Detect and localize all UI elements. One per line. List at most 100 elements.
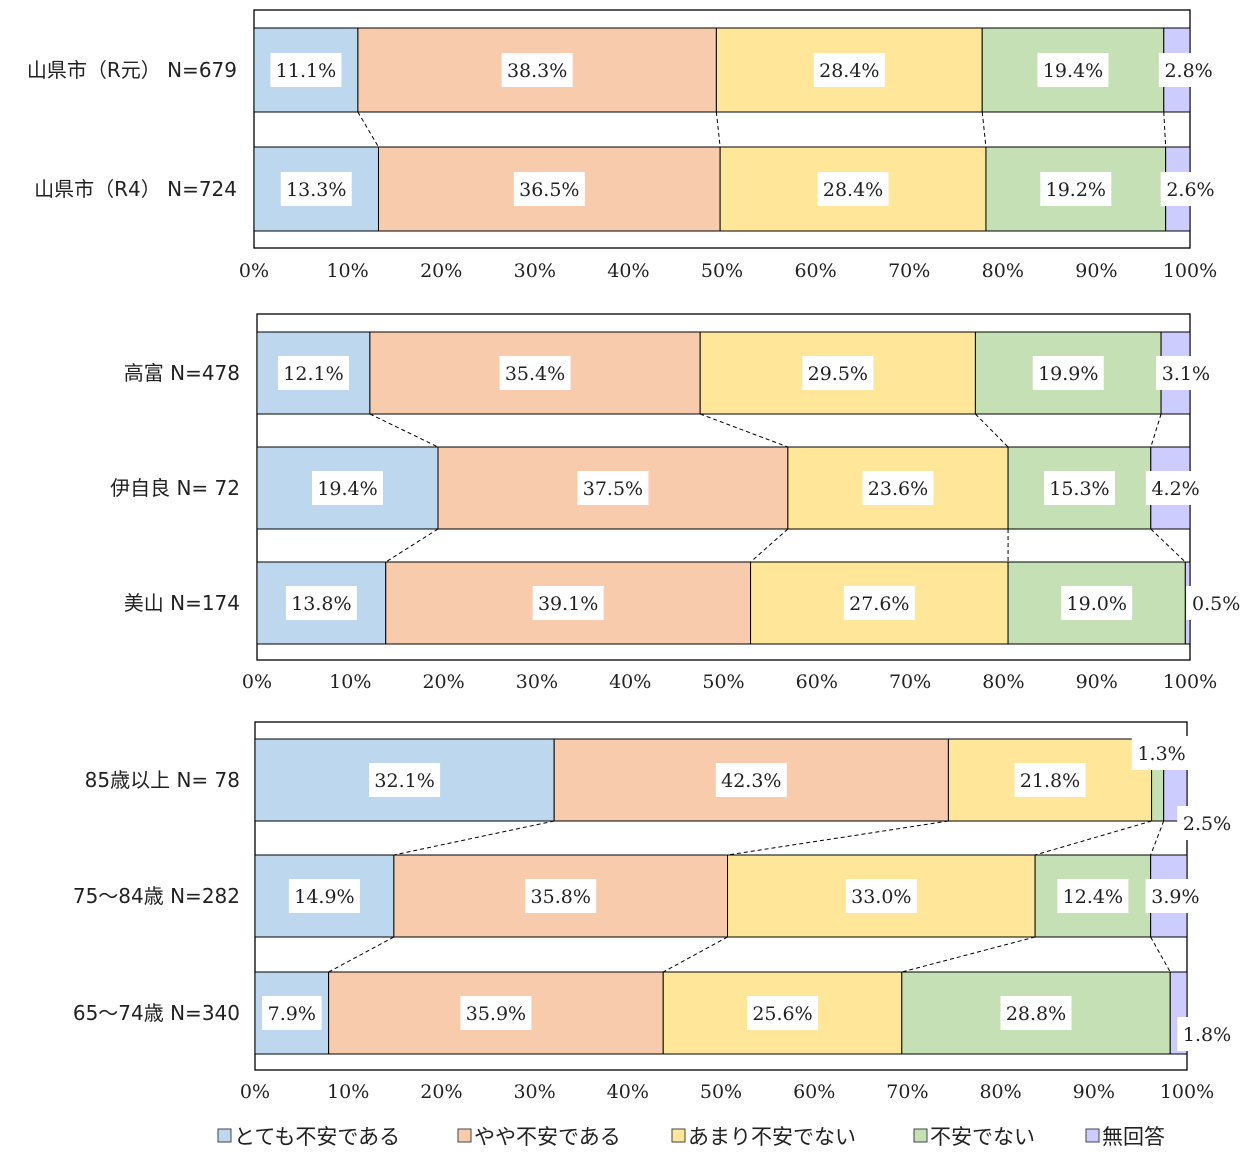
data-label: 28.4% [823, 179, 883, 201]
data-label-box [513, 172, 585, 206]
data-label: 12.1% [283, 363, 343, 385]
x-tick-label: 80% [982, 260, 1024, 282]
data-label-box [1156, 356, 1216, 390]
data-label-box [460, 996, 532, 1030]
legend: とても不安である やや不安である あまり不安でない 不安でない 無回答 [217, 1125, 1165, 1149]
legend-label: 無回答 [1102, 1125, 1165, 1149]
series-connector-line [328, 936, 395, 973]
data-label-box [862, 471, 934, 505]
data-label: 39.1% [538, 593, 598, 615]
x-tick-label: 30% [516, 671, 558, 693]
series-connector-line [369, 413, 439, 448]
x-tick-label: 70% [889, 671, 931, 693]
data-label: 4.2% [1151, 478, 1199, 500]
data-label: 11.1% [276, 60, 336, 82]
data-label: 14.9% [294, 886, 354, 908]
data-label-box [1040, 172, 1112, 206]
data-label: 19.4% [1043, 60, 1103, 82]
data-label: 28.8% [1006, 1003, 1066, 1025]
data-label: 0.5% [1192, 593, 1240, 615]
legend-swatch [671, 1128, 686, 1143]
data-label: 15.3% [1049, 478, 1109, 500]
legend-swatch [913, 1128, 928, 1143]
series-connector-line [1150, 820, 1165, 856]
x-tick-label: 50% [702, 671, 744, 693]
data-label: 3.1% [1162, 363, 1210, 385]
data-label-box [1145, 471, 1206, 505]
data-label: 12.4% [1063, 886, 1123, 908]
data-label: 36.5% [519, 179, 579, 201]
data-label-box [285, 586, 357, 620]
data-label-box [802, 356, 874, 390]
data-label: 35.4% [505, 363, 565, 385]
category-label: 山県市（R元） N=679 [27, 58, 237, 82]
data-label-box [499, 356, 571, 390]
series-connector-line [385, 528, 439, 563]
data-label-box [1177, 806, 1237, 840]
data-label-box [1000, 996, 1072, 1030]
data-label: 19.9% [1038, 363, 1098, 385]
chart-panel-1: 山県市（R元） N=679 山県市（R4） N=724 11.1% 38.3% 28.4… [27, 9, 1221, 282]
data-label: 1.8% [1183, 1024, 1231, 1046]
x-tick-label: 100% [1163, 671, 1217, 693]
data-label-box [1158, 53, 1219, 87]
x-tick-label: 70% [886, 1081, 928, 1103]
x-tick-label: 0% [239, 260, 269, 282]
series-connector-line [901, 936, 1036, 973]
data-label: 21.8% [1020, 770, 1080, 792]
data-label-box [1186, 586, 1246, 620]
data-label-box [715, 763, 787, 797]
bar-segment [256, 561, 387, 645]
category-label: 65～74歳 N=340 [73, 1001, 240, 1025]
x-tick-label: 50% [700, 1081, 742, 1103]
data-label-box [270, 53, 342, 87]
data-label-box [280, 172, 352, 206]
category-label: 美山 N=174 [124, 591, 240, 615]
chart-panel-2: 高富 N=478 伊自良 N= 72 美山 N=174 12.1% 35.4% 29.5%… [110, 313, 1246, 693]
x-tick-label: 80% [982, 671, 1024, 693]
data-label-box [747, 996, 819, 1030]
data-label-box [288, 879, 360, 913]
data-label-box [1160, 172, 1221, 206]
data-label: 2.6% [1166, 179, 1214, 201]
data-label: 35.9% [466, 1003, 526, 1025]
data-label: 2.8% [1164, 60, 1212, 82]
data-label-box [817, 172, 889, 206]
x-tick-label: 0% [240, 1081, 270, 1103]
data-label: 23.6% [868, 478, 928, 500]
x-tick-label: 20% [420, 260, 462, 282]
series-connector-line [1034, 820, 1152, 856]
data-label: 37.5% [583, 478, 643, 500]
data-label: 32.1% [374, 770, 434, 792]
data-label-box [1014, 763, 1086, 797]
data-label-box [501, 53, 573, 87]
x-tick-label: 60% [794, 260, 836, 282]
series-connector-line [393, 820, 555, 856]
series-connector-line [981, 111, 987, 148]
data-label-box [1177, 1017, 1237, 1051]
data-label-box [843, 586, 915, 620]
x-tick-label: 100% [1163, 260, 1217, 282]
x-tick-label: 60% [793, 1081, 835, 1103]
x-tick-label: 20% [420, 1081, 462, 1103]
series-connector-line [975, 413, 1009, 448]
data-label: 7.9% [268, 1003, 316, 1025]
x-tick-label: 100% [1160, 1081, 1214, 1103]
data-label: 29.5% [808, 363, 868, 385]
x-tick-label: 10% [329, 671, 371, 693]
data-label: 19.2% [1046, 179, 1106, 201]
x-tick-label: 80% [979, 1081, 1021, 1103]
x-tick-label: 60% [796, 671, 838, 693]
data-label-box [369, 763, 441, 797]
data-label-box [1032, 356, 1104, 390]
data-label: 1.3% [1137, 743, 1185, 765]
x-tick-label: 40% [609, 671, 651, 693]
data-label: 19.4% [317, 478, 377, 500]
series-connector-line [662, 936, 728, 973]
data-label-box [845, 879, 917, 913]
data-label: 13.3% [286, 179, 346, 201]
legend-swatch [457, 1128, 472, 1143]
data-label-box [1061, 586, 1133, 620]
